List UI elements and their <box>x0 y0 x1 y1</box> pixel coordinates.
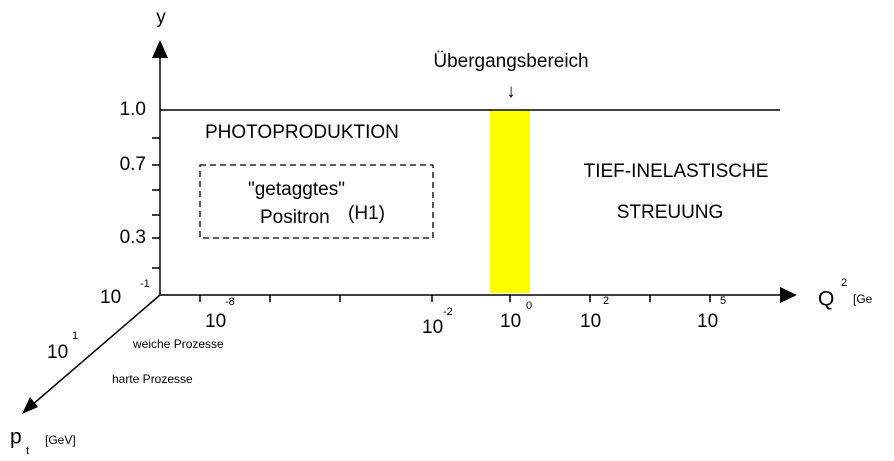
x-tick-label: 10 <box>697 311 718 332</box>
hard-label: harte Prozesse <box>112 372 193 386</box>
transition-arrow: ↓ <box>506 81 516 102</box>
tagged-label: (H1) <box>348 203 385 224</box>
x-arrow <box>780 287 797 303</box>
x-tick-exp: -2 <box>443 306 453 318</box>
pt-tick-exp: 1 <box>72 330 78 342</box>
tagged-label: Positron <box>260 207 330 228</box>
x-tick-label: 10 <box>205 311 226 332</box>
x-ticks <box>199 295 711 302</box>
x-tick-exp: 2 <box>603 295 609 307</box>
x-tick-label: 10 <box>580 311 601 332</box>
pt-arrow <box>22 397 38 414</box>
x-tick-exp: 5 <box>720 295 726 307</box>
x-label: Q <box>818 288 834 311</box>
x-tick-exp: 0 <box>526 300 532 312</box>
x-label-unit: [Ge <box>853 292 873 306</box>
tagged-label: "getaggtes" <box>248 179 345 200</box>
dis-label: STREUUNG <box>617 202 724 223</box>
pt-label-sub: t <box>26 445 29 457</box>
y-tick-exp: -1 <box>140 278 150 290</box>
soft-label: weiche Prozesse <box>132 337 224 351</box>
y-tick-label: 10 <box>100 287 121 308</box>
y-label: y <box>156 7 166 28</box>
transition-label: Übergangsbereich <box>433 51 588 72</box>
pt-axis <box>31 294 161 406</box>
y-tick-label: 0.7 <box>120 154 146 175</box>
pt-label-unit: [GeV] <box>45 433 76 447</box>
pt-tick-label: 10 <box>47 342 68 363</box>
y-tick-label: 1.0 <box>120 99 146 120</box>
tagged-box <box>199 164 434 239</box>
transition-band <box>490 110 530 293</box>
x-label-exp: 2 <box>841 277 847 289</box>
pt-label: p <box>10 426 22 449</box>
dis-label: TIEF-INELASTISCHE <box>584 161 769 182</box>
x-tick-label: 10 <box>422 317 443 338</box>
x-tick-label: 10 <box>500 311 521 332</box>
y-ticks <box>152 137 160 269</box>
photoproduction-label: PHOTOPRODUKTION <box>205 122 399 143</box>
y-tick-label: 0.3 <box>120 227 146 248</box>
x-tick-exp: -8 <box>225 296 235 308</box>
y-arrow <box>152 40 168 58</box>
